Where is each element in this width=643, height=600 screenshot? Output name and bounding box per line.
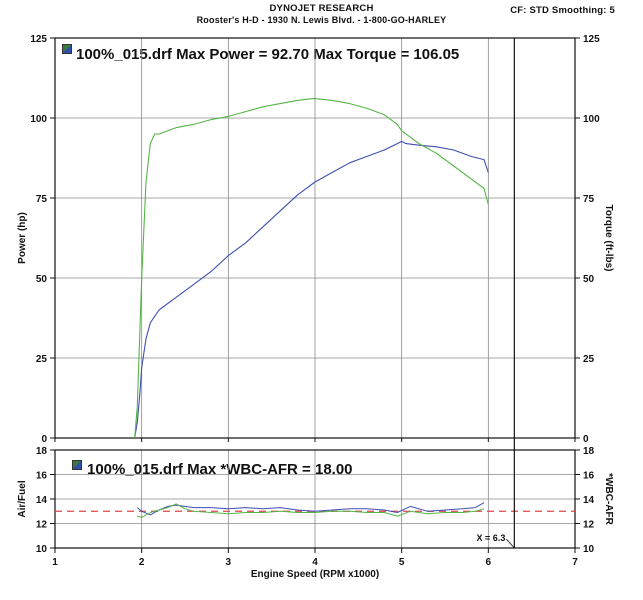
shop-address: Rooster's H-D - 1930 N. Lewis Blvd. - 1-… bbox=[196, 15, 447, 25]
bottom-run-legend: 100%_015.drf Max *WBC-AFR = 18.00 bbox=[87, 461, 353, 478]
cursor-readout-leader bbox=[506, 538, 515, 549]
bottom-ytick-label-left: 12 bbox=[36, 520, 48, 531]
top-ytick-label-left: 100 bbox=[30, 114, 47, 125]
top-ylabel-right: Torque (ft-lbs) bbox=[603, 204, 614, 271]
top-ylabel-left: Power (hp) bbox=[17, 212, 28, 264]
company-title: DYNOJET RESEARCH bbox=[269, 3, 374, 14]
afr-blue-series-line bbox=[136, 502, 485, 516]
torque-series-line bbox=[134, 98, 489, 439]
xtick-label: 1 bbox=[52, 557, 58, 568]
bottom-ytick-label-right: 12 bbox=[583, 520, 595, 531]
top-ytick-label-left: 125 bbox=[30, 34, 47, 45]
top-ytick-label-right: 0 bbox=[583, 434, 589, 445]
bottom-ytick-label-left: 14 bbox=[36, 495, 48, 506]
bottom-ytick-label-right: 10 bbox=[583, 544, 595, 555]
top-ytick-label-right: 125 bbox=[583, 34, 600, 45]
top-ytick-label-right: 50 bbox=[583, 274, 595, 285]
xtick-label: 6 bbox=[486, 557, 492, 568]
correction-settings: CF: STD Smoothing: 5 bbox=[510, 5, 615, 16]
top-ytick-label-right: 75 bbox=[583, 194, 595, 205]
xtick-label: 2 bbox=[139, 557, 145, 568]
top-run-legend: 100%_015.drf Max Power = 92.70 Max Torqu… bbox=[76, 46, 460, 63]
x-axis-title: Engine Speed (RPM x1000) bbox=[251, 569, 379, 580]
cursor-readout: X = 6.3 bbox=[477, 533, 506, 543]
bottom-ylabel-left: Air/Fuel bbox=[17, 480, 28, 517]
top-ytick-label-right: 25 bbox=[583, 354, 595, 365]
xtick-label: 4 bbox=[312, 557, 318, 568]
run-swatch-icon bbox=[72, 460, 82, 470]
top-ytick-label-left: 0 bbox=[41, 434, 47, 445]
xtick-label: 3 bbox=[226, 557, 232, 568]
run-swatch-icon bbox=[62, 44, 72, 54]
power-series-line bbox=[134, 140, 489, 439]
bottom-ytick-label-right: 14 bbox=[583, 495, 595, 506]
bottom-ytick-label-left: 18 bbox=[36, 446, 48, 457]
bottom-ytick-label-right: 18 bbox=[583, 446, 595, 457]
top-ytick-label-right: 100 bbox=[583, 114, 600, 125]
afr-green-series-line bbox=[137, 503, 485, 518]
xtick-label: 7 bbox=[572, 557, 578, 568]
top-ytick-label-left: 50 bbox=[36, 274, 48, 285]
top-ytick-label-left: 75 bbox=[36, 194, 48, 205]
xtick-label: 5 bbox=[399, 557, 405, 568]
bottom-ytick-label-right: 16 bbox=[583, 471, 595, 482]
top-ytick-label-left: 25 bbox=[36, 354, 48, 365]
bottom-ytick-label-left: 10 bbox=[36, 544, 48, 555]
bottom-ylabel-right: *WBC-AFR bbox=[603, 473, 614, 525]
bottom-ytick-label-left: 16 bbox=[36, 471, 48, 482]
